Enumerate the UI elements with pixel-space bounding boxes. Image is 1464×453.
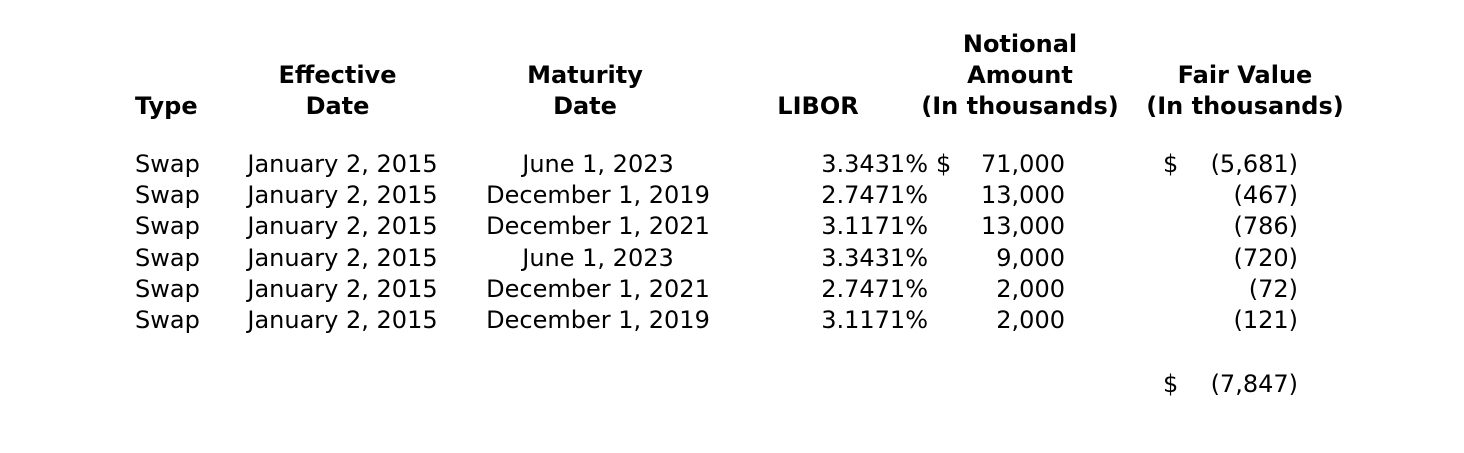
cell-libor: 3.3431% <box>821 243 928 272</box>
total-row: $ (7,847) <box>0 369 1464 400</box>
table-row: Swap January 2, 2015 June 1, 2023 3.3431… <box>0 243 1464 274</box>
header-notional-amount: Notional Amount (In thousands) <box>921 30 1119 120</box>
cell-maturity-date: December 1, 2019 <box>486 305 710 334</box>
cell-notional-amount: 2,000 <box>996 305 1065 334</box>
table-row: Swap January 2, 2015 December 1, 2019 2.… <box>0 180 1464 211</box>
header-type-label: Type <box>135 92 198 120</box>
cell-fair-value: (72) <box>1248 274 1298 303</box>
header-maturity-date: Maturity Date <box>527 61 643 120</box>
cell-notional-amount: 13,000 <box>981 181 1065 210</box>
header-libor: LIBOR <box>777 92 859 120</box>
cell-notional-amount: 9,000 <box>996 243 1065 272</box>
cell-fair-value: (467) <box>1233 181 1298 210</box>
cell-libor: 3.1171% <box>821 305 928 334</box>
cell-libor: 2.7471% <box>821 181 928 210</box>
cell-fair-value-currency: $ <box>1163 150 1179 178</box>
cell-type: Swap <box>135 243 200 272</box>
cell-type: Swap <box>135 150 200 178</box>
cell-libor: 2.7471% <box>821 274 928 303</box>
header-type: Type <box>135 91 198 122</box>
cell-maturity-date: June 1, 2023 <box>522 150 674 178</box>
cell-effective-date: January 2, 2015 <box>247 305 438 334</box>
cell-notional-amount: 13,000 <box>981 212 1065 241</box>
cell-notional-amount: 2,000 <box>996 274 1065 303</box>
cell-maturity-date: June 1, 2023 <box>522 243 674 272</box>
total-currency: $ <box>1163 370 1179 398</box>
cell-maturity-date: December 1, 2021 <box>486 212 710 241</box>
header-fair-value: Fair Value (In thousands) <box>1146 61 1344 120</box>
cell-type: Swap <box>135 274 200 303</box>
cell-fair-value: (720) <box>1233 243 1298 272</box>
cell-type: Swap <box>135 305 200 334</box>
cell-type: Swap <box>135 212 200 241</box>
cell-libor: 3.3431% <box>821 150 928 178</box>
cell-type: Swap <box>135 181 200 210</box>
cell-effective-date: January 2, 2015 <box>247 150 438 178</box>
cell-notional-amount: 71,000 <box>981 150 1065 178</box>
header-effective-date: Effective Date <box>278 61 397 120</box>
cell-libor: 3.1171% <box>821 212 928 241</box>
cell-fair-value: (121) <box>1233 305 1298 334</box>
cell-effective-date: January 2, 2015 <box>247 181 438 210</box>
table-row: Swap January 2, 2015 December 1, 2019 3.… <box>0 305 1464 336</box>
table-row: Swap January 2, 2015 December 1, 2021 3.… <box>0 211 1464 242</box>
cell-notional-currency: $ <box>936 150 952 178</box>
table-body: Swap January 2, 2015 June 1, 2023 3.3431… <box>0 149 1464 336</box>
cell-effective-date: January 2, 2015 <box>247 243 438 272</box>
total-fair-value: (7,847) <box>1210 370 1298 398</box>
cell-fair-value: (786) <box>1233 212 1298 241</box>
cell-maturity-date: December 1, 2019 <box>486 181 710 210</box>
table-row: Swap January 2, 2015 December 1, 2021 2.… <box>0 274 1464 305</box>
cell-effective-date: January 2, 2015 <box>247 212 438 241</box>
cell-fair-value: (5,681) <box>1210 150 1298 178</box>
cell-effective-date: January 2, 2015 <box>247 274 438 303</box>
table-row: Swap January 2, 2015 June 1, 2023 3.3431… <box>0 149 1464 180</box>
cell-maturity-date: December 1, 2021 <box>486 274 710 303</box>
